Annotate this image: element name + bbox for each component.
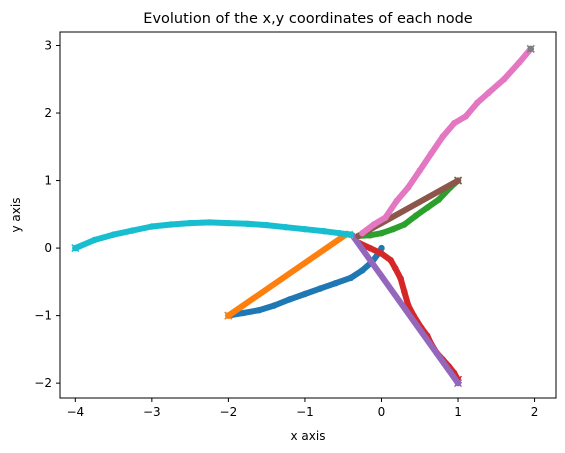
series-0: [225, 245, 385, 319]
series-0-point-7: [332, 280, 338, 286]
series-2-point-3: [424, 204, 430, 210]
series-9-point-12: [302, 226, 308, 232]
series-9-point-14: [336, 230, 342, 236]
y-tick-label-0: −2: [34, 376, 52, 390]
series-3-point-14: [378, 250, 384, 256]
series-9-point-2: [110, 231, 116, 237]
series-4-trajectory: [352, 235, 458, 383]
x-tick-label-5: 1: [454, 405, 462, 419]
x-tick-label-4: 0: [378, 405, 386, 419]
series-2-point-4: [413, 213, 419, 219]
y-tick-label-5: 3: [44, 39, 52, 53]
series-6-point-12: [382, 215, 388, 221]
y-tick-label-2: 0: [44, 241, 52, 255]
series-6-point-6: [451, 120, 457, 126]
series-9-point-7: [206, 219, 212, 225]
series-3-point-11: [397, 275, 403, 281]
series-0-point-1: [241, 310, 247, 316]
y-tick-label-4: 2: [44, 106, 52, 120]
series-4: [349, 232, 461, 387]
y-tick-label-1: −1: [34, 309, 52, 323]
series-9-point-6: [187, 220, 193, 226]
series-0-point-6: [317, 285, 323, 291]
series-2-point-7: [378, 230, 384, 236]
x-tick-label-3: −1: [296, 405, 314, 419]
x-tick-label-2: −2: [220, 405, 238, 419]
series-9-point-13: [321, 228, 327, 234]
series-0-point-4: [286, 296, 292, 302]
x-tick-label-0: −4: [66, 405, 84, 419]
series-6-point-7: [440, 134, 446, 140]
series-9-point-5: [168, 221, 174, 227]
series-6-point-5: [463, 113, 469, 119]
series-2-point-6: [390, 226, 396, 232]
y-axis-ticks: −2 −1 0 1 2 3: [34, 39, 60, 391]
series-0-point-2: [256, 307, 262, 313]
y-tick-label-3: 1: [44, 174, 52, 188]
series-3-point-13: [388, 257, 394, 263]
series-6-point-10: [405, 184, 411, 190]
series-0-trajectory: [228, 248, 381, 316]
series-6-point-3: [485, 90, 491, 96]
series-0-point-3: [271, 302, 277, 308]
plot-frame: [60, 32, 556, 398]
series-3-point-12: [392, 265, 398, 271]
series-6-point-2: [501, 76, 507, 82]
series-9-point-4: [149, 223, 155, 229]
series-6-point-9: [417, 167, 423, 173]
series-0-point-5: [302, 291, 308, 297]
series-9-point-11: [283, 224, 289, 230]
series-3-point-15: [367, 245, 373, 251]
x-axis-label: x axis: [291, 429, 326, 443]
series-9: [72, 219, 354, 251]
series-9-point-3: [130, 227, 136, 233]
series-0-point-8: [348, 275, 354, 281]
series-6-point-1: [516, 59, 522, 65]
series-0-point-9: [359, 267, 365, 273]
x-tick-label-1: −3: [143, 405, 161, 419]
series-1: [225, 231, 350, 319]
series-9-point-1: [91, 237, 97, 243]
series-6-point-4: [474, 100, 480, 106]
data-marks: [72, 45, 534, 386]
series-7: [527, 45, 534, 52]
series-9-point-15: [348, 231, 354, 237]
chart-title: Evolution of the x,y coordinates of each…: [143, 11, 473, 27]
series-6-point-11: [394, 198, 400, 204]
series-2-point-2: [436, 196, 442, 202]
series-6-point-8: [428, 150, 434, 156]
x-tick-label-6: 2: [531, 405, 539, 419]
series-6-point-14: [359, 230, 365, 236]
series-3-point-10: [401, 289, 407, 295]
series-9-point-8: [225, 220, 231, 226]
series-6: [359, 45, 534, 236]
x-axis-ticks: −4 −3 −2 −1 0 1 2: [66, 398, 538, 419]
series-9-point-10: [264, 222, 270, 228]
series-6-point-13: [371, 221, 377, 227]
series-2-point-5: [401, 221, 407, 227]
y-axis-label: y axis: [9, 198, 23, 233]
series-9-point-9: [244, 221, 250, 227]
